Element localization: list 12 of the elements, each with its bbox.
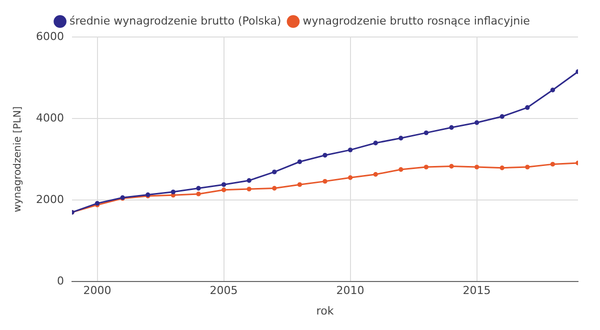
x-tick-label: 2000 — [83, 284, 112, 298]
x-tick-label: 2015 — [462, 284, 491, 298]
y-axis-title: wynagrodzenie [PLN] — [12, 106, 24, 212]
x-tick-label: 2010 — [336, 284, 364, 298]
y-tick-label: 2000 — [36, 192, 64, 206]
legend-label: średnie wynagrodzenie brutto (Polska) — [70, 14, 282, 28]
x-tick-label: 2005 — [210, 284, 238, 298]
legend-label: wynagrodzenie brutto rosnące inflacyjnie — [302, 14, 530, 28]
x-axis-title: rok — [316, 304, 334, 318]
y-tick-label: 0 — [56, 274, 64, 288]
y-tick-label: 4000 — [36, 111, 64, 124]
y-tick-label: 6000 — [36, 30, 64, 43]
